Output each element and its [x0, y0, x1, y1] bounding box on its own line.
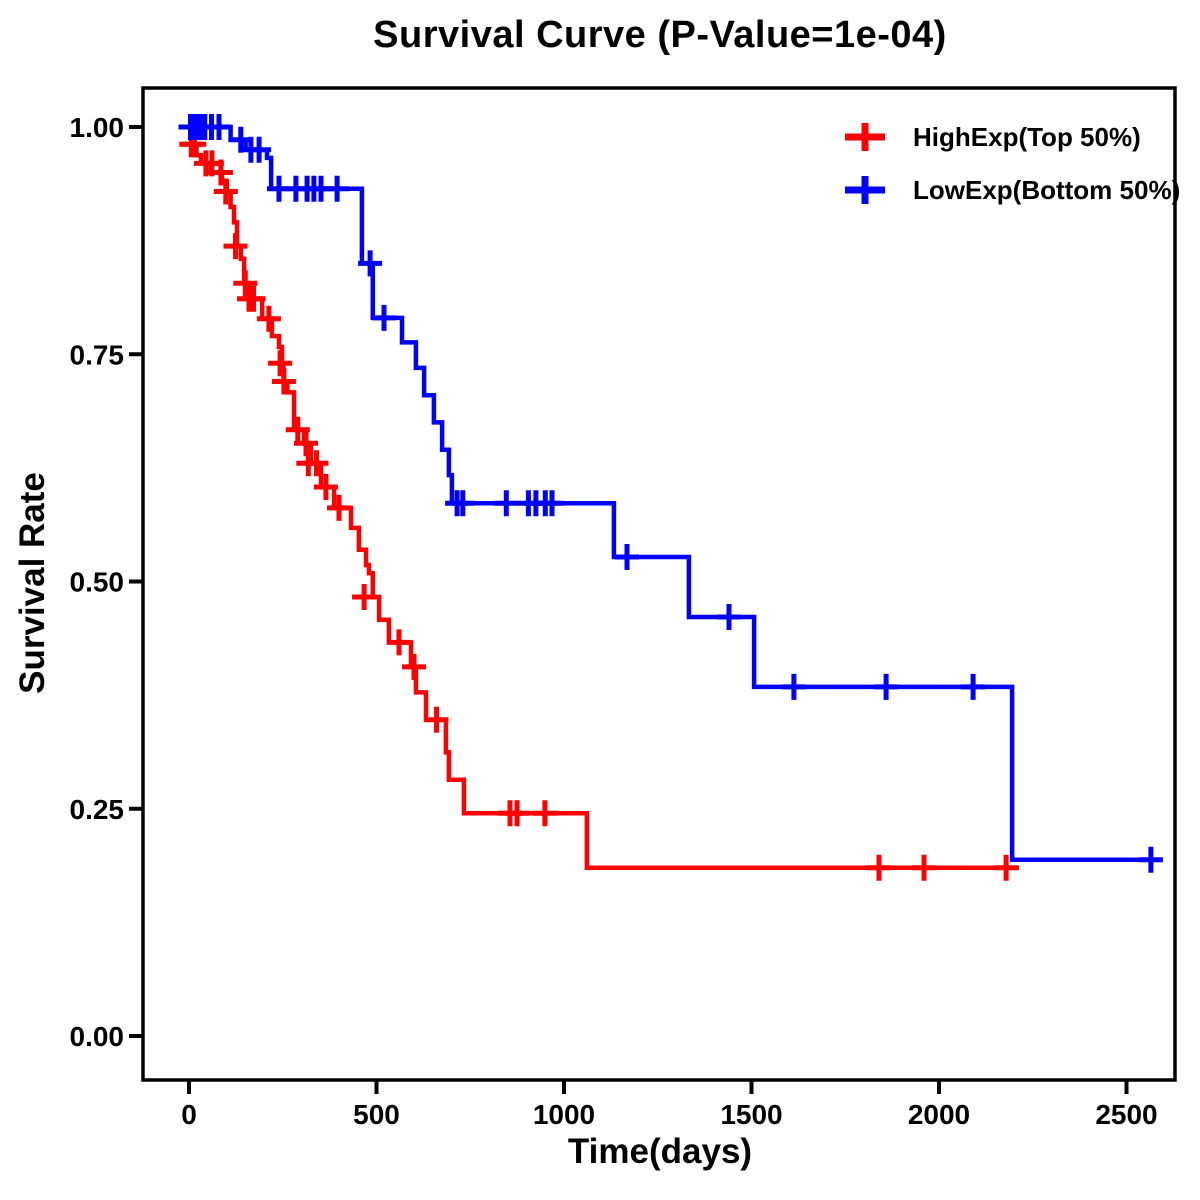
y-tick-label: 1.00: [70, 112, 125, 143]
x-tick-label: 0: [181, 1099, 197, 1130]
censor-mark-highexp: [285, 416, 310, 443]
censor-mark-highexp: [912, 854, 936, 881]
censor-mark-highexp: [505, 800, 530, 827]
censor-mark-highexp: [313, 474, 338, 500]
censor-mark-lowexp: [450, 490, 475, 517]
censor-mark-highexp: [327, 494, 351, 521]
y-tick-label: 0.50: [70, 567, 125, 598]
y-axis-title: Survival Rate: [13, 472, 52, 694]
censor-mark-lowexp: [781, 673, 806, 700]
highexp-plus-icon: [845, 123, 885, 151]
survival-curve-lowexp: [189, 124, 1163, 862]
censor-mark-highexp: [424, 706, 449, 733]
censor-mark-lowexp: [615, 544, 639, 570]
censor-mark-highexp: [208, 159, 233, 186]
censor-mark-highexp: [233, 270, 258, 297]
censor-mark-highexp: [994, 854, 1019, 881]
legend-item-highexp: HighExp(Top 50%): [843, 117, 1180, 157]
x-tick-label: 500: [353, 1099, 400, 1130]
lowexp-plus-icon: [845, 176, 885, 204]
censor-mark-highexp: [241, 285, 266, 312]
censor-mark-lowexp: [540, 490, 564, 517]
censor-mark-highexp: [352, 584, 377, 610]
censor-mark-lowexp: [874, 673, 899, 700]
censor-mark-lowexp: [961, 673, 986, 700]
y-tick-label: 0.75: [70, 339, 125, 370]
censor-mark-lowexp: [717, 604, 741, 630]
y-tick-label: 0.00: [70, 1021, 125, 1052]
censor-mark-lowexp: [1138, 846, 1163, 873]
y-tick-label: 0.25: [70, 794, 125, 825]
censor-mark-lowexp: [325, 175, 350, 202]
x-axis-title: Time(days): [567, 1132, 753, 1171]
censor-mark-lowexp: [247, 136, 272, 163]
legend-label-highexp: HighExp(Top 50%): [913, 121, 1141, 152]
censor-mark-lowexp: [372, 304, 396, 331]
censor-mark-lowexp: [207, 114, 231, 140]
censor-mark-lowexp: [358, 250, 383, 277]
censor-mark-highexp: [387, 629, 411, 656]
chart-title: Survival Curve (P-Value=1e-04): [373, 14, 947, 56]
x-tick-label: 2000: [908, 1099, 970, 1130]
censor-mark-lowexp: [494, 490, 519, 517]
x-tick-label: 1000: [533, 1099, 595, 1130]
plot-panel: [141, 86, 1177, 1082]
censor-mark-highexp: [256, 305, 281, 332]
legend-label-lowexp: LowExp(Bottom 50%): [913, 174, 1181, 205]
censor-mark-highexp: [304, 450, 329, 477]
censor-mark-highexp: [867, 854, 891, 881]
legend-item-lowexp: LowExp(Bottom 50%): [843, 170, 1180, 210]
censor-mark-highexp: [223, 233, 248, 260]
censor-mark-highexp: [532, 800, 557, 827]
legend: HighExp(Top 50%) LowExp(Bottom 50%): [843, 117, 1180, 210]
censor-mark-highexp: [213, 178, 238, 205]
x-tick-label: 1500: [720, 1099, 782, 1130]
censor-mark-highexp: [268, 350, 293, 377]
censor-mark-highexp: [402, 653, 426, 680]
x-tick-label: 2500: [1095, 1099, 1157, 1130]
censor-mark-highexp: [271, 368, 296, 395]
